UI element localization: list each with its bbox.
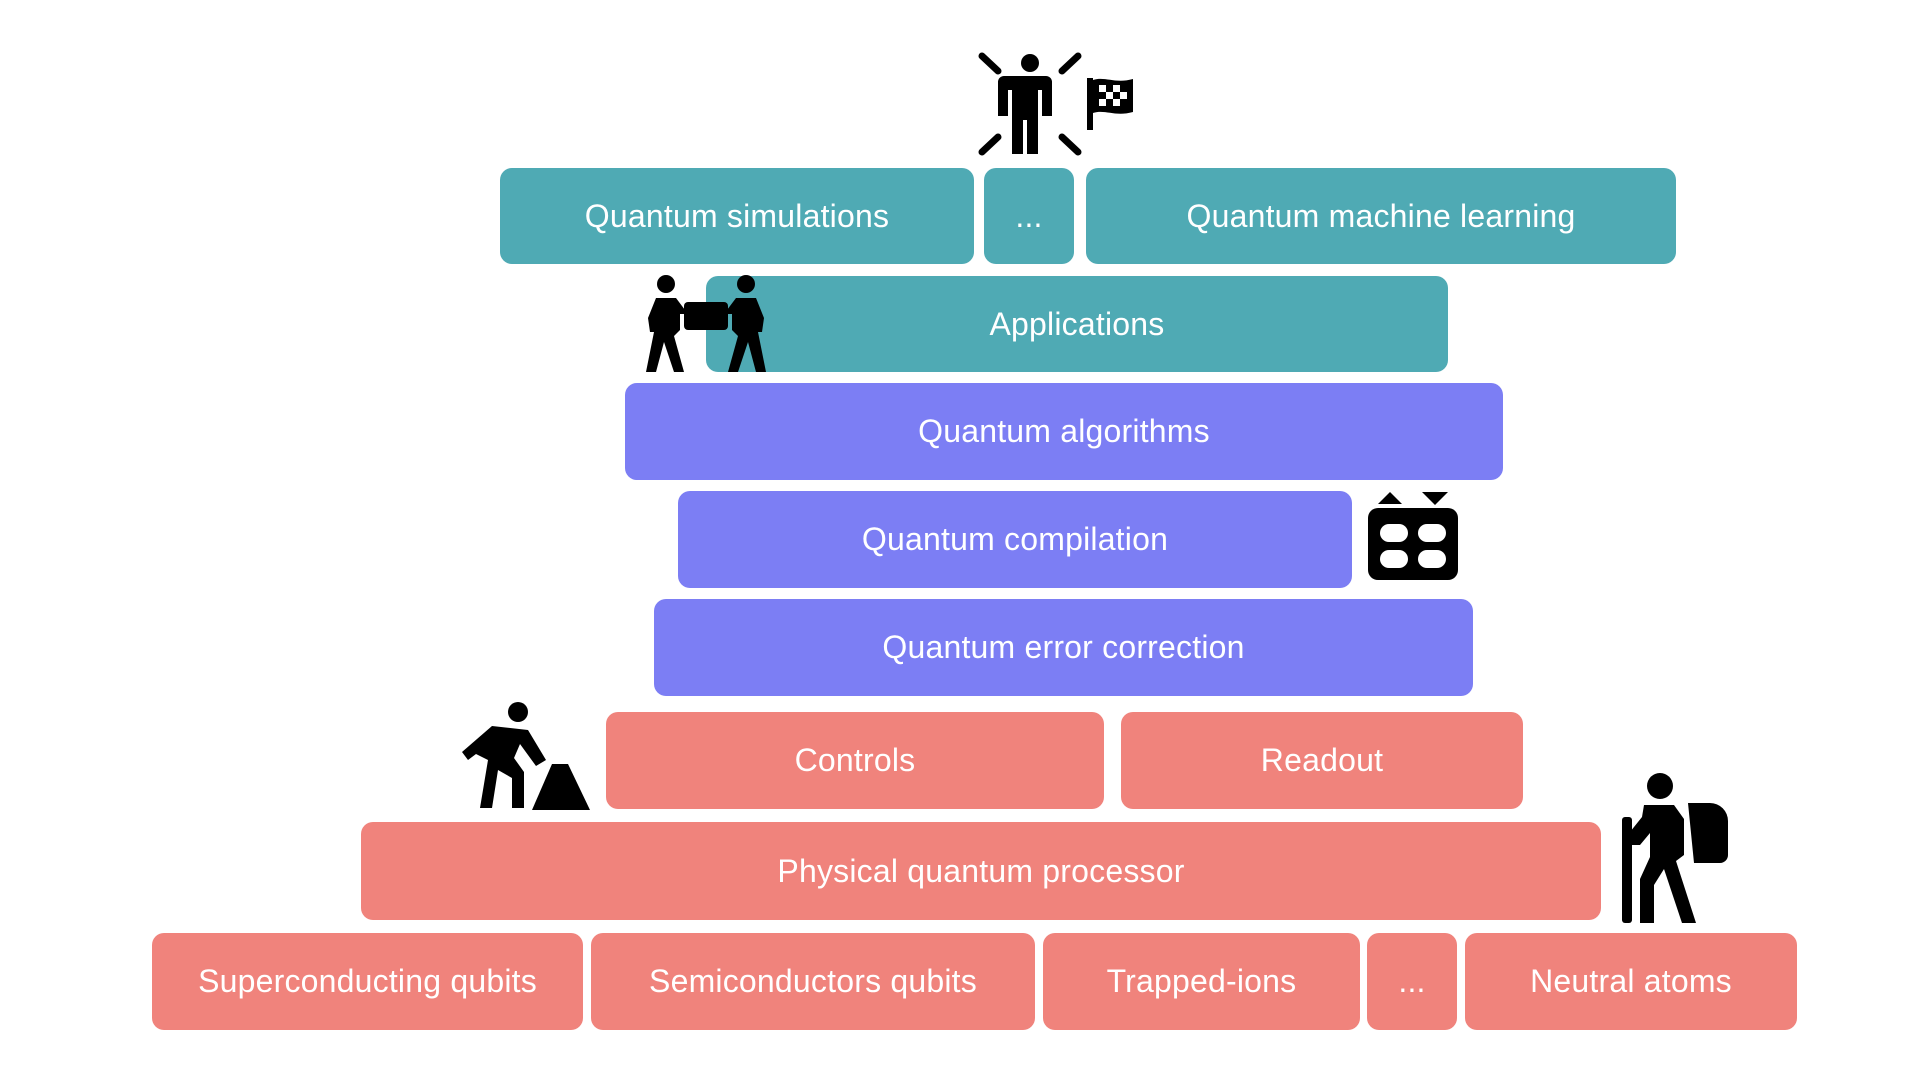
controls-block: Controls — [606, 712, 1104, 809]
checkered-flag-icon — [1085, 76, 1137, 132]
physical-quantum-processor-block: Physical quantum processor — [361, 822, 1601, 920]
applications-ellipsis-block: ... — [984, 168, 1074, 264]
superconducting-qubits-block: Superconducting qubits — [152, 933, 583, 1030]
quantum-simulations-block: Quantum simulations — [500, 168, 974, 264]
quantum-error-correction-block: Quantum error correction — [654, 599, 1473, 696]
person-digging-icon — [462, 702, 590, 810]
two-people-carrying-box-icon — [642, 274, 770, 376]
readout-block: Readout — [1121, 712, 1523, 809]
quantum-algorithms-block: Quantum algorithms — [625, 383, 1503, 480]
hiker-with-backpack-icon — [1614, 773, 1732, 923]
robot-face-icon — [1366, 490, 1460, 582]
quantum-compilation-block: Quantum compilation — [678, 491, 1352, 588]
quantum-machine-learning-block: Quantum machine learning — [1086, 168, 1676, 264]
trapped-ions-block: Trapped-ions — [1043, 933, 1360, 1030]
neutral-atoms-block: Neutral atoms — [1465, 933, 1797, 1030]
applications-block: Applications — [706, 276, 1448, 372]
semiconductors-qubits-block: Semiconductors qubits — [591, 933, 1035, 1030]
celebrating-person-icon — [978, 52, 1082, 156]
platforms-ellipsis-block: ... — [1367, 933, 1457, 1030]
